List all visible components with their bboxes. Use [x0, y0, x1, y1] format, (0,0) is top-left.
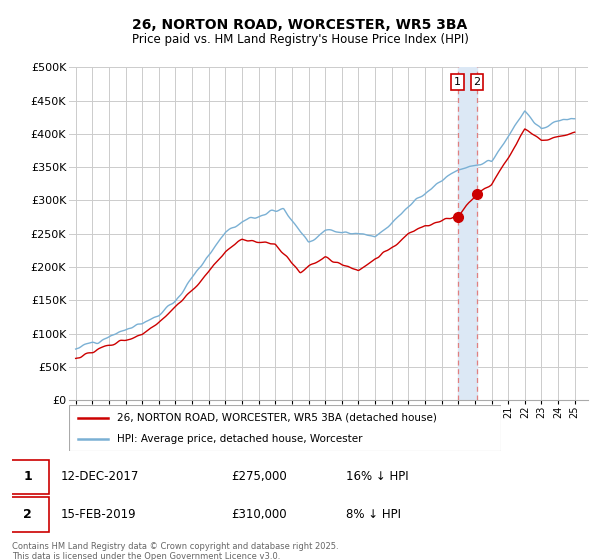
Text: 1: 1	[454, 77, 461, 87]
Text: £275,000: £275,000	[231, 470, 287, 483]
FancyBboxPatch shape	[6, 460, 49, 494]
Text: 1: 1	[23, 470, 32, 483]
Text: 8% ↓ HPI: 8% ↓ HPI	[346, 507, 401, 521]
Text: 12-DEC-2017: 12-DEC-2017	[61, 470, 139, 483]
Text: 26, NORTON ROAD, WORCESTER, WR5 3BA: 26, NORTON ROAD, WORCESTER, WR5 3BA	[133, 18, 467, 32]
Text: 16% ↓ HPI: 16% ↓ HPI	[346, 470, 409, 483]
Bar	[458, 67, 477, 400]
Text: 2: 2	[473, 77, 481, 87]
FancyBboxPatch shape	[69, 405, 501, 451]
Text: £310,000: £310,000	[231, 507, 287, 521]
Text: Price paid vs. HM Land Registry's House Price Index (HPI): Price paid vs. HM Land Registry's House …	[131, 32, 469, 46]
Text: 26, NORTON ROAD, WORCESTER, WR5 3BA (detached house): 26, NORTON ROAD, WORCESTER, WR5 3BA (det…	[116, 413, 436, 423]
Text: Contains HM Land Registry data © Crown copyright and database right 2025.
This d: Contains HM Land Registry data © Crown c…	[12, 542, 338, 560]
Text: 2: 2	[23, 507, 32, 521]
FancyBboxPatch shape	[6, 497, 49, 531]
Text: HPI: Average price, detached house, Worcester: HPI: Average price, detached house, Worc…	[116, 435, 362, 444]
Text: 15-FEB-2019: 15-FEB-2019	[61, 507, 137, 521]
